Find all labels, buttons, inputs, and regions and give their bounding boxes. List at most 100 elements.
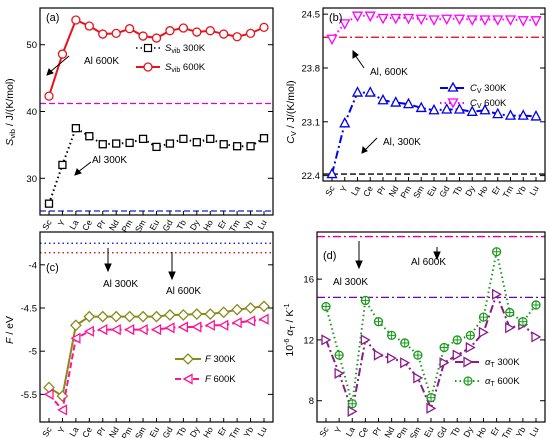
data-point-1-1-9 xyxy=(441,14,453,26)
data-point-3-0-4 xyxy=(373,349,384,361)
data-point-0-1-4 xyxy=(98,29,108,39)
data-point-0-1-6 xyxy=(124,24,135,34)
legend-alpha-600k: αT 600K xyxy=(485,376,520,388)
ref-al-600k-label-d: Al 600K xyxy=(411,257,446,268)
category-label-3-12: Ho xyxy=(474,425,488,438)
data-point-0-0-5 xyxy=(112,139,121,148)
data-point-0-1-8 xyxy=(151,33,162,43)
ytick-label-0-1: 40 xyxy=(26,107,37,118)
data-point-3-0-5 xyxy=(386,352,397,364)
data-point-2-1-3 xyxy=(83,325,94,337)
data-point-3-0-16 xyxy=(531,331,542,343)
category-label-3-5: Nd xyxy=(382,425,396,438)
panel-c-label: (c) xyxy=(46,262,59,274)
category-label-3-6: Pm xyxy=(394,425,409,438)
data-point-1-1-13 xyxy=(492,15,504,26)
data-point-3-0-8 xyxy=(426,402,437,414)
category-label-3-8: Eu xyxy=(422,425,436,438)
legend-f-300k: F 300K xyxy=(205,354,236,365)
data-point-2-1-16 xyxy=(258,313,269,325)
data-point-1-1-6 xyxy=(402,13,415,25)
data-point-2-1-0 xyxy=(43,388,54,400)
category-label-0-8: Eu xyxy=(147,218,161,232)
panel-d-frame xyxy=(316,231,546,423)
ref-al-300k-label-a: Al 300K xyxy=(92,155,127,166)
ytick-label-1-2: 23.8 xyxy=(302,63,321,74)
data-point-0-0-15 xyxy=(246,142,255,151)
category-label-0-16: Lu xyxy=(255,218,269,231)
category-label-1-4: Pr xyxy=(375,184,388,197)
series-line-3-0 xyxy=(325,291,537,416)
data-point-1-0-3 xyxy=(364,86,376,97)
category-label-2-14: Tm xyxy=(227,425,242,438)
data-point-0-1-14 xyxy=(232,32,242,42)
data-point-0-0-12 xyxy=(206,134,215,144)
category-label-2-2: La xyxy=(67,425,81,438)
data-point-1-0-8 xyxy=(428,103,440,115)
legend-svib-300k: Svib 300K xyxy=(165,43,206,55)
data-point-2-1-9 xyxy=(164,322,175,334)
data-point-0-0-6 xyxy=(125,138,134,148)
ytick-label-2-0: -4 xyxy=(29,260,37,271)
panel-b-legend: CV 300K CV 600K xyxy=(440,81,507,110)
data-point-2-1-10 xyxy=(178,321,189,333)
data-point-0-1-5 xyxy=(111,28,121,39)
data-point-1-0-5 xyxy=(390,96,402,107)
data-point-1-0-12 xyxy=(479,103,491,115)
data-point-2-0-4 xyxy=(96,310,109,323)
category-label-0-10: Tb xyxy=(174,218,188,232)
category-label-0-12: Ho xyxy=(201,218,215,233)
category-label-2-6: Pm xyxy=(119,425,134,438)
category-label-1-14: Tm xyxy=(500,184,515,200)
data-point-1-1-0 xyxy=(326,34,338,46)
ref-al-300k-label-b: Al, 300K xyxy=(383,137,421,148)
data-point-1-0-4 xyxy=(377,93,389,105)
data-point-2-0-7 xyxy=(137,310,149,323)
category-label-2-0: Sc xyxy=(40,424,54,438)
category-label-3-16: Lu xyxy=(527,425,541,438)
data-point-0-1-9 xyxy=(165,26,175,36)
data-point-1-0-6 xyxy=(402,97,415,109)
data-point-0-1-0 xyxy=(44,91,54,101)
category-label-3-9: Gd xyxy=(435,425,449,438)
data-point-1-0-11 xyxy=(466,105,478,116)
data-point-0-1-12 xyxy=(205,26,215,36)
data-point-2-0-6 xyxy=(123,310,136,323)
panel-a-label: (a) xyxy=(46,12,59,24)
category-label-1-1: Y xyxy=(338,184,350,194)
data-point-0-1-13 xyxy=(219,29,229,39)
legend-cv-600k: CV 600K xyxy=(470,98,507,110)
category-label-0-0: Sc xyxy=(40,217,54,231)
data-point-1-0-10 xyxy=(453,103,466,114)
panel-d-legend: αT 300K αT 600K xyxy=(455,356,520,388)
data-point-1-1-3 xyxy=(364,11,376,23)
panel-b-ylabel: CV / J/(K/mol) xyxy=(285,80,298,143)
data-point-1-1-8 xyxy=(428,15,440,26)
panel-a-legend: Svib 300K Svib 600K xyxy=(136,43,206,74)
category-label-0-9: Gd xyxy=(160,218,174,233)
panel-b-frame xyxy=(322,7,546,182)
category-label-0-15: Yb xyxy=(241,218,255,232)
data-point-2-0-8 xyxy=(150,310,163,323)
data-point-0-0-14 xyxy=(232,142,242,151)
series-line-0-1 xyxy=(48,18,265,97)
data-point-1-1-11 xyxy=(466,15,478,26)
category-label-2-9: Gd xyxy=(160,425,174,438)
data-point-0-0-7 xyxy=(138,134,148,144)
data-point-2-0-9 xyxy=(164,308,176,321)
data-point-1-1-5 xyxy=(390,13,402,25)
category-label-1-12: Ho xyxy=(476,184,490,199)
data-point-2-0-10 xyxy=(177,308,190,321)
category-label-3-14: Tm xyxy=(500,425,515,438)
category-label-0-14: Tm xyxy=(227,218,242,234)
data-point-2-1-8 xyxy=(151,323,162,336)
data-point-0-1-15 xyxy=(245,28,256,39)
data-point-1-1-1 xyxy=(339,19,351,30)
data-point-1-1-4 xyxy=(377,13,389,25)
data-point-1-1-12 xyxy=(479,15,491,26)
data-point-3-0-6 xyxy=(400,357,411,369)
